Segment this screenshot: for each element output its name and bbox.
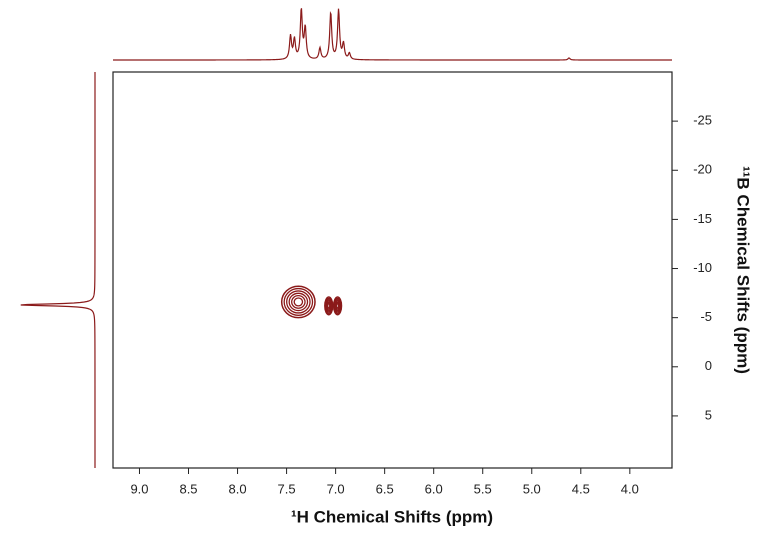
x-tick-label: 4.0 [621, 481, 639, 496]
contour-ring [291, 294, 306, 309]
x-tick-label: 6.0 [425, 481, 443, 496]
y-tick-label: -20 [693, 162, 712, 177]
contour-ring [288, 292, 309, 312]
x-tick-label: 8.5 [179, 481, 197, 496]
x-tick-label: 7.0 [327, 481, 345, 496]
x-tick-label: 8.0 [229, 481, 247, 496]
y-tick-label: -10 [693, 260, 712, 275]
contour-ring [335, 303, 340, 309]
x-tick-label: 5.5 [474, 481, 492, 496]
contour [280, 285, 316, 319]
plot-frame [112, 71, 673, 469]
x-tick-label: 5.0 [523, 481, 541, 496]
top-projection [112, 8, 672, 61]
contour-ring [283, 287, 314, 316]
x-tick-label: 6.5 [376, 481, 394, 496]
left-projection [20, 72, 96, 468]
y-tick-label: 5 [705, 407, 712, 422]
y-tick-label: 0 [705, 358, 712, 373]
y-tick-label: -25 [693, 113, 712, 128]
y-tick-label: -5 [700, 309, 712, 324]
x-tick-label: 4.5 [572, 481, 590, 496]
x-tick-label: 7.5 [278, 481, 296, 496]
x-axis-title: ¹H Chemical Shifts (ppm) [291, 507, 493, 526]
y-axis-title: ¹¹B Chemical Shifts (ppm) [734, 166, 753, 374]
y-tick-label: -15 [693, 211, 712, 226]
contour-ring [293, 297, 304, 307]
contour-ring [327, 303, 331, 309]
contour-ring [286, 290, 311, 314]
x-tick-label: 9.0 [130, 481, 148, 496]
